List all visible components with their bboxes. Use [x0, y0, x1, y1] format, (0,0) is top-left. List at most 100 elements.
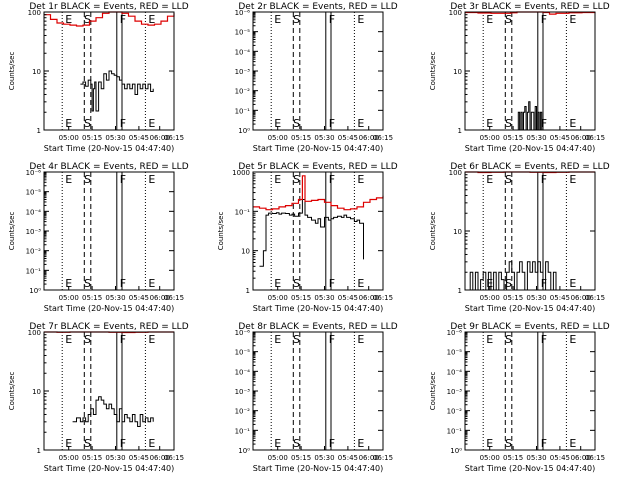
marker-label-top: E	[357, 333, 364, 346]
x-tick-label: 05:45	[550, 294, 570, 302]
marker-label-bottom: F	[541, 117, 547, 130]
x-tick-label: 05:45	[550, 454, 570, 462]
x-tick-label: 05:00	[480, 454, 500, 462]
x-tick-label: 06:15	[585, 294, 605, 302]
x-tick-label: 05:00	[268, 134, 288, 142]
x-tick-label: 05:30	[314, 134, 334, 142]
marker-label-bottom: E	[486, 277, 493, 290]
chart-panel-5: Det 5r BLACK = Events, RED = LLD Counts/s…	[217, 162, 398, 313]
chart-title: Det 9r BLACK = Events, RED = LLD	[450, 322, 609, 332]
chart-panel-8: Det 8r BLACK = Events, RED = LLD Start Ti…	[235, 322, 398, 473]
marker-label-bottom: S	[293, 277, 300, 290]
marker-label-top: S	[505, 13, 512, 26]
marker-label-bottom: S	[84, 117, 91, 130]
y-tick-label: 10⁻⁶	[26, 169, 42, 177]
plot-frame	[252, 11, 384, 131]
y-tick-label: 10⁰	[29, 287, 41, 295]
y-tick-label: 10	[453, 228, 462, 236]
x-tick-label: 06:00	[359, 294, 379, 302]
lld-series-line	[44, 11, 175, 27]
y-axis-label: Counts/sec	[217, 212, 225, 251]
marker-label-bottom: E	[357, 277, 364, 290]
x-tick-label: 05:45	[129, 454, 149, 462]
x-tick-label: 05:00	[480, 134, 500, 142]
marker-label-top: S	[293, 13, 300, 26]
chart-panel-3: Det 3r BLACK = Events, RED = LLD Counts/s…	[429, 2, 610, 153]
y-tick-label: 100	[449, 9, 462, 17]
x-tick-label: 06:15	[373, 294, 393, 302]
marker-label-bottom: E	[65, 277, 72, 290]
marker-label-top: E	[65, 173, 72, 186]
y-tick-label: 10⁻³	[26, 228, 42, 236]
marker-label-bottom: S	[293, 437, 300, 450]
marker-label-bottom: F	[541, 437, 547, 450]
x-tick-label: 05:45	[338, 134, 358, 142]
y-tick-label: 10⁻³	[235, 388, 251, 396]
x-axis-label: Start Time (20-Nov-15 04:47:40)	[253, 304, 383, 313]
y-tick-label: 1	[246, 287, 250, 295]
x-axis-label: Start Time (20-Nov-15 04:47:40)	[44, 464, 174, 473]
y-tick-label: 100	[28, 9, 41, 17]
chart-title: Det 7r BLACK = Events, RED = LLD	[29, 322, 188, 332]
marker-label-top: E	[148, 13, 155, 26]
marker-label-top: F	[541, 333, 547, 346]
marker-label-bottom: E	[569, 437, 576, 450]
marker-label-bottom: E	[65, 437, 72, 450]
x-axis-label: Start Time (20-Nov-15 04:47:40)	[253, 464, 383, 473]
marker-label-bottom: F	[329, 117, 335, 130]
y-tick-label: 10⁰	[238, 447, 250, 455]
marker-label-bottom: F	[120, 117, 126, 130]
x-tick-label: 05:00	[268, 454, 288, 462]
x-tick-label: 05:30	[526, 294, 546, 302]
x-tick-label: 06:15	[164, 454, 184, 462]
y-tick-label: 10⁻³	[235, 68, 251, 76]
y-tick-label: 1	[37, 447, 41, 455]
x-tick-label: 06:15	[373, 134, 393, 142]
chart-panel-1: Det 1r BLACK = Events, RED = LLD Counts/s…	[8, 2, 189, 153]
marker-label-top: F	[120, 13, 126, 26]
chart-panel-9: Det 9r BLACK = Events, RED = LLD Counts/s…	[429, 322, 610, 473]
lld-series-line	[253, 175, 384, 211]
y-tick-label: 10⁻⁵	[235, 29, 251, 37]
chart-title: Det 5r BLACK = Events, RED = LLD	[238, 162, 397, 172]
marker-label-top: S	[293, 173, 300, 186]
y-tick-label: 10⁻¹	[447, 427, 463, 435]
x-tick-label: 05:15	[291, 134, 311, 142]
y-tick-label: 10⁻¹	[26, 267, 42, 275]
marker-label-top: E	[65, 333, 72, 346]
events-series-line	[467, 261, 557, 291]
x-tick-label: 05:30	[105, 134, 125, 142]
y-tick-label: 10⁻⁶	[235, 9, 251, 17]
y-tick-label: 10⁻³	[447, 388, 463, 396]
plot-frame	[252, 331, 384, 451]
x-axis-label: Start Time (20-Nov-15 04:47:40)	[44, 304, 174, 313]
marker-label-top: E	[569, 173, 576, 186]
x-tick-label: 05:00	[268, 294, 288, 302]
x-tick-label: 05:00	[59, 294, 79, 302]
marker-label-bottom: F	[120, 277, 126, 290]
marker-label-bottom: E	[274, 277, 281, 290]
x-tick-label: 05:15	[82, 294, 102, 302]
events-series-line	[80, 70, 154, 112]
y-tick-label: 100	[28, 329, 41, 337]
y-tick-label: 10⁻⁴	[235, 48, 251, 56]
marker-label-bottom: E	[357, 437, 364, 450]
marker-label-bottom: F	[329, 277, 335, 290]
marker-label-top: F	[329, 333, 335, 346]
x-tick-label: 05:45	[129, 294, 149, 302]
marker-label-bottom: E	[486, 117, 493, 130]
marker-label-top: S	[84, 333, 91, 346]
y-tick-label: 10⁻¹	[235, 427, 251, 435]
chart-panel-7: Det 7r BLACK = Events, RED = LLD Counts/s…	[8, 322, 189, 473]
x-axis-label: Start Time (20-Nov-15 04:47:40)	[44, 144, 174, 153]
marker-label-bottom: S	[505, 437, 512, 450]
marker-label-top: E	[274, 13, 281, 26]
marker-label-bottom: S	[505, 117, 512, 130]
x-tick-label: 06:15	[164, 134, 184, 142]
marker-label-top: S	[505, 173, 512, 186]
chart-title: Det 4r BLACK = Events, RED = LLD	[29, 162, 188, 172]
x-tick-label: 05:30	[105, 294, 125, 302]
y-tick-label: 10⁻²	[235, 408, 251, 416]
y-tick-label: 10⁻⁴	[447, 368, 463, 376]
